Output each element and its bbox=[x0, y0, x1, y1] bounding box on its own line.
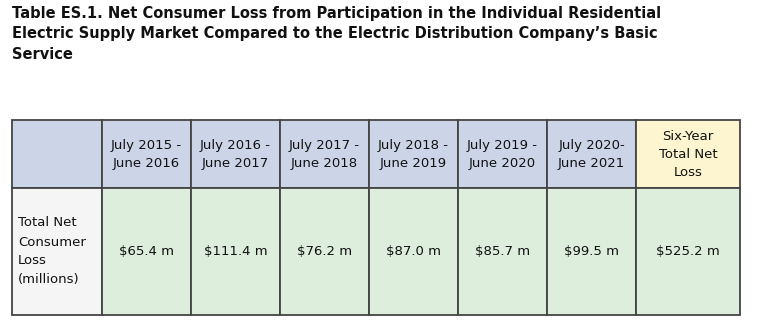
Text: $111.4 m: $111.4 m bbox=[204, 245, 267, 258]
Text: Six-Year
Total Net
Loss: Six-Year Total Net Loss bbox=[659, 129, 718, 179]
Bar bbox=[12, 188, 102, 315]
Text: July 2019 -
June 2020: July 2019 - June 2020 bbox=[467, 139, 538, 170]
Text: $76.2 m: $76.2 m bbox=[297, 245, 352, 258]
Text: Table ES.1. Net Consumer Loss from Participation in the Individual Residential
E: Table ES.1. Net Consumer Loss from Parti… bbox=[12, 6, 661, 62]
Text: Total Net
Consumer
Loss
(millions): Total Net Consumer Loss (millions) bbox=[18, 216, 86, 286]
Bar bbox=[12, 120, 102, 188]
Bar bbox=[636, 188, 740, 315]
Bar bbox=[458, 120, 547, 188]
Text: July 2018 -
June 2019: July 2018 - June 2019 bbox=[378, 139, 449, 170]
Text: July 2015 -
June 2016: July 2015 - June 2016 bbox=[111, 139, 182, 170]
Text: $99.5 m: $99.5 m bbox=[564, 245, 619, 258]
Bar bbox=[191, 120, 280, 188]
Bar bbox=[369, 120, 458, 188]
Text: July 2020-
June 2021: July 2020- June 2021 bbox=[558, 139, 625, 170]
Bar bbox=[369, 188, 458, 315]
Text: July 2017 -
June 2018: July 2017 - June 2018 bbox=[289, 139, 360, 170]
Bar bbox=[280, 188, 369, 315]
Bar bbox=[458, 188, 547, 315]
Bar bbox=[547, 188, 636, 315]
Text: July 2016 -
June 2017: July 2016 - June 2017 bbox=[200, 139, 271, 170]
Bar bbox=[191, 188, 280, 315]
Text: $85.7 m: $85.7 m bbox=[475, 245, 530, 258]
Bar bbox=[636, 120, 740, 188]
Bar bbox=[280, 120, 369, 188]
Text: $525.2 m: $525.2 m bbox=[656, 245, 720, 258]
Bar bbox=[102, 120, 191, 188]
Text: $65.4 m: $65.4 m bbox=[119, 245, 174, 258]
Text: $87.0 m: $87.0 m bbox=[386, 245, 441, 258]
Bar bbox=[547, 120, 636, 188]
Bar bbox=[102, 188, 191, 315]
